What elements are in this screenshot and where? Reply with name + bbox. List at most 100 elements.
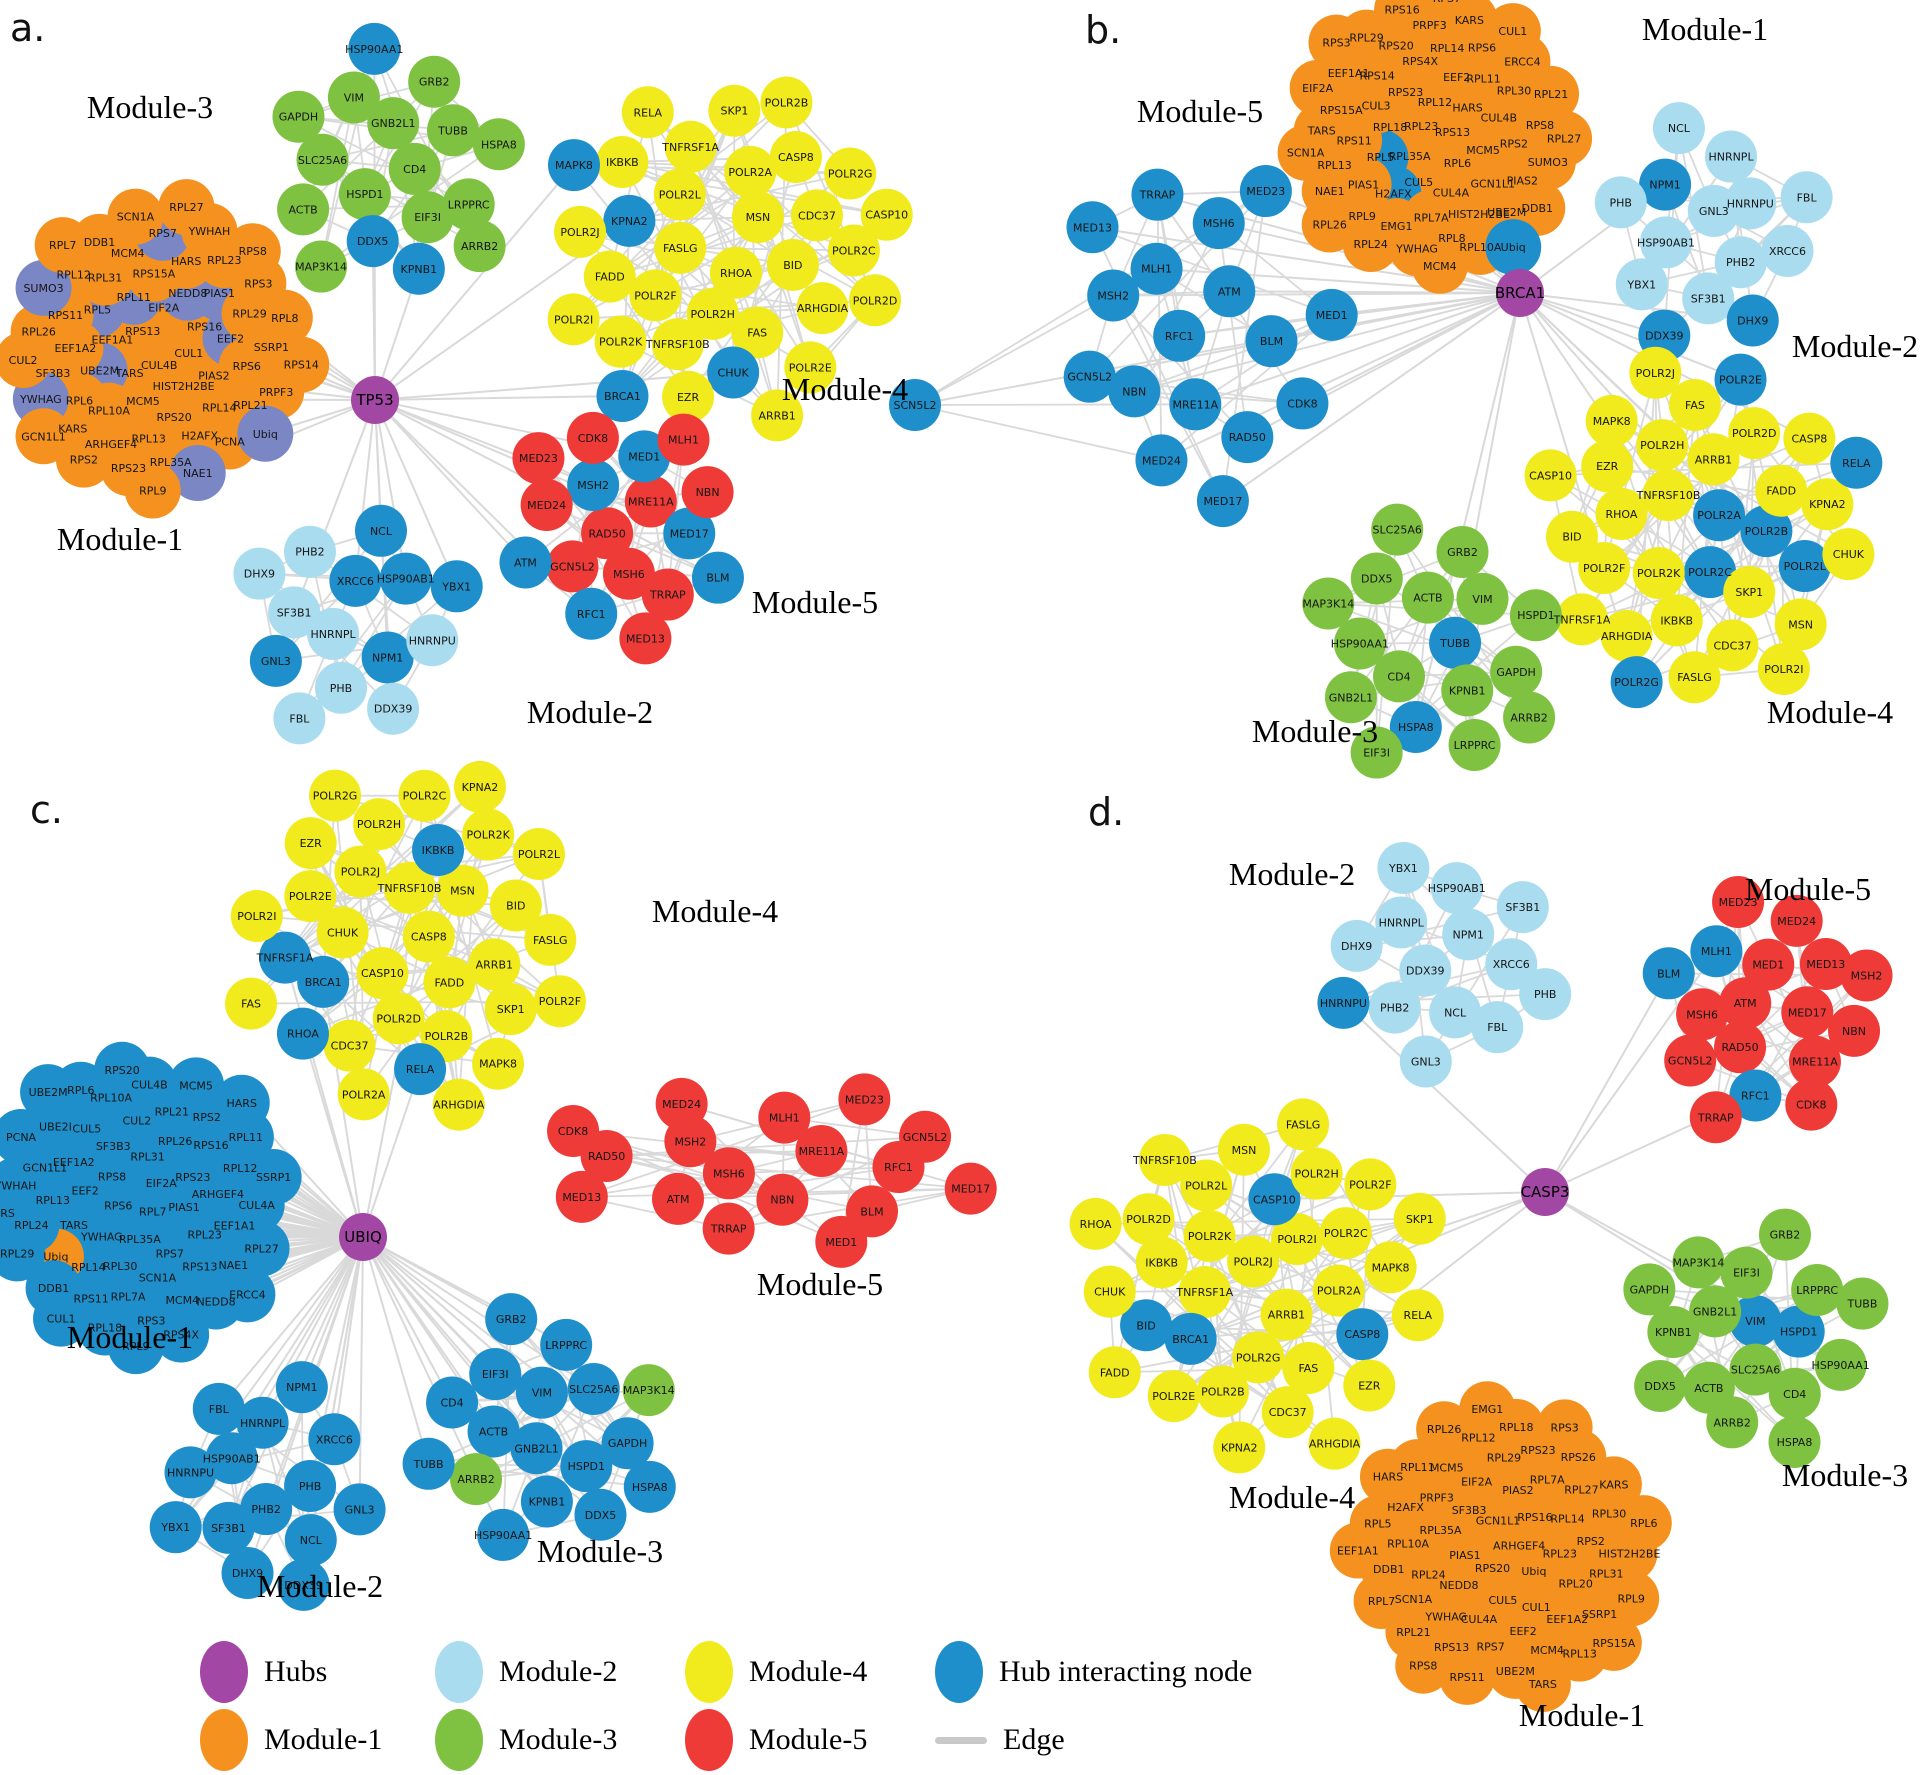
node-label: KPNA2	[462, 781, 499, 794]
legend-item-module2: Module-2	[435, 1640, 617, 1704]
node-label: RAD50	[1229, 431, 1266, 444]
node-DDX39	[1399, 944, 1452, 997]
node-label: RHOA	[1606, 508, 1638, 521]
node-label: POLR2H	[1294, 1168, 1338, 1181]
node-label: RPL31	[1589, 1568, 1623, 1581]
hub-edge	[301, 1033, 364, 1238]
node-label: IKBKB	[422, 844, 455, 857]
node-TUBB	[1429, 616, 1482, 669]
hub-label: CASP3	[1521, 1183, 1570, 1201]
node-label: HNRNPL	[1708, 151, 1754, 164]
module-label: Module-1	[67, 1319, 193, 1355]
node-label: FAS	[1298, 1362, 1318, 1375]
node-label: POLR2L	[518, 848, 561, 861]
node-TRRAP	[702, 1202, 755, 1255]
node-PHB2	[283, 525, 336, 578]
node-CHUK	[1083, 1265, 1136, 1318]
node-MRE11A	[1788, 1035, 1841, 1088]
node-RFC1	[1729, 1069, 1782, 1122]
node-label: HSP90AA1	[345, 43, 403, 56]
node-PHB	[1519, 968, 1572, 1021]
node-label: NBN	[696, 486, 720, 499]
node-BRCA1	[596, 369, 649, 422]
node-POLR2E	[1147, 1370, 1200, 1423]
node-label: TUBB	[1439, 637, 1470, 650]
node-label: PHB2	[1380, 1002, 1409, 1015]
node-label: PIAS2	[198, 370, 229, 383]
node-label: GCN5L2	[1668, 1054, 1713, 1067]
node-label: YWHAG	[80, 1230, 123, 1243]
legend-label: Module-2	[499, 1655, 618, 1688]
module-label: Module-2	[527, 694, 653, 730]
node-label: GAPDH	[608, 1437, 647, 1450]
node-label: RPL13	[131, 433, 165, 446]
node-label: RAD50	[589, 527, 626, 540]
node-TNFRSF10B	[651, 318, 704, 371]
node-HNRNPL	[236, 1396, 289, 1449]
node-label: RPL14	[202, 401, 236, 414]
node-GRB2	[1758, 1208, 1811, 1261]
node-label: RPL8	[271, 312, 298, 325]
node-label: SF3B3	[36, 367, 71, 380]
edge	[1715, 950, 1813, 1106]
module1-swatch	[200, 1709, 248, 1771]
node-label: MED13	[626, 632, 665, 645]
node-POLR2A	[1693, 489, 1746, 542]
node-label: RPS16	[187, 320, 222, 333]
node-label: POLR2C	[1324, 1227, 1368, 1240]
node-KPNA2	[1801, 478, 1854, 531]
node-TNFRSF1A	[664, 120, 717, 173]
node-SF3B1	[202, 1501, 255, 1554]
node-label: SUMO3	[1528, 156, 1568, 169]
node-RELA	[1830, 436, 1883, 489]
node-label: POLR2I	[1764, 663, 1803, 676]
node-label: RPL29	[232, 308, 266, 321]
node-RPS3	[1536, 1399, 1593, 1456]
node-label: RPS20	[157, 411, 192, 424]
node-CASP8	[1336, 1308, 1389, 1361]
node-label: XRCC6	[1493, 958, 1530, 971]
node-label: RPL12	[1418, 96, 1452, 109]
node-label: YBX1	[1626, 278, 1656, 291]
node-label: MED24	[1777, 915, 1816, 928]
node-label: PRPF3	[1420, 1491, 1454, 1504]
legend-label: Module-1	[264, 1723, 383, 1756]
node-label: POLR2F	[539, 995, 581, 1008]
node-label: ARHGEF4	[192, 1188, 244, 1201]
node-label: HSP90AA1	[1812, 1359, 1870, 1372]
hub-edge	[374, 164, 575, 401]
node-POLR2J	[1227, 1235, 1280, 1288]
node-label: MSH6	[1686, 1008, 1718, 1021]
node-label: BLM	[860, 1205, 883, 1218]
node-HNRNPU	[1724, 177, 1777, 230]
node-label: SCN1A	[1287, 147, 1325, 160]
node-YBX1	[1377, 841, 1430, 894]
node-label: RPL27	[244, 1242, 278, 1255]
node-label: XRCC6	[337, 575, 374, 588]
node-label: RPS13	[1434, 1641, 1469, 1654]
legend-label: Module-3	[499, 1723, 618, 1756]
node-ARHGDIA	[1600, 609, 1653, 662]
node-label: CHUK	[1094, 1286, 1126, 1299]
module-label: Module-5	[1137, 93, 1263, 129]
node-YBX1	[1615, 258, 1668, 311]
edge	[608, 112, 649, 277]
node-label: ARHGDIA	[1601, 630, 1653, 643]
node-ATM	[652, 1172, 705, 1225]
node-label: GCN1L1	[23, 1161, 68, 1174]
node-ERCC4	[219, 1266, 276, 1323]
node-MED23	[838, 1073, 891, 1126]
node-GNB2L1	[510, 1422, 563, 1475]
hub-node-BRCA1	[1496, 269, 1544, 317]
node-POLR2F	[533, 975, 586, 1028]
node-label: FADD	[1766, 485, 1796, 498]
node-RAD50	[581, 507, 634, 560]
node-label: SKP1	[1735, 586, 1763, 599]
node-label: MED17	[951, 1183, 990, 1196]
node-label: CUL1	[1522, 1601, 1551, 1614]
node-label: RPS3	[244, 277, 272, 290]
node-IKBKB	[1135, 1236, 1188, 1289]
hub-edge	[362, 1068, 422, 1238]
node-label: RPS11	[74, 1292, 109, 1305]
node-MED17	[944, 1162, 997, 1215]
